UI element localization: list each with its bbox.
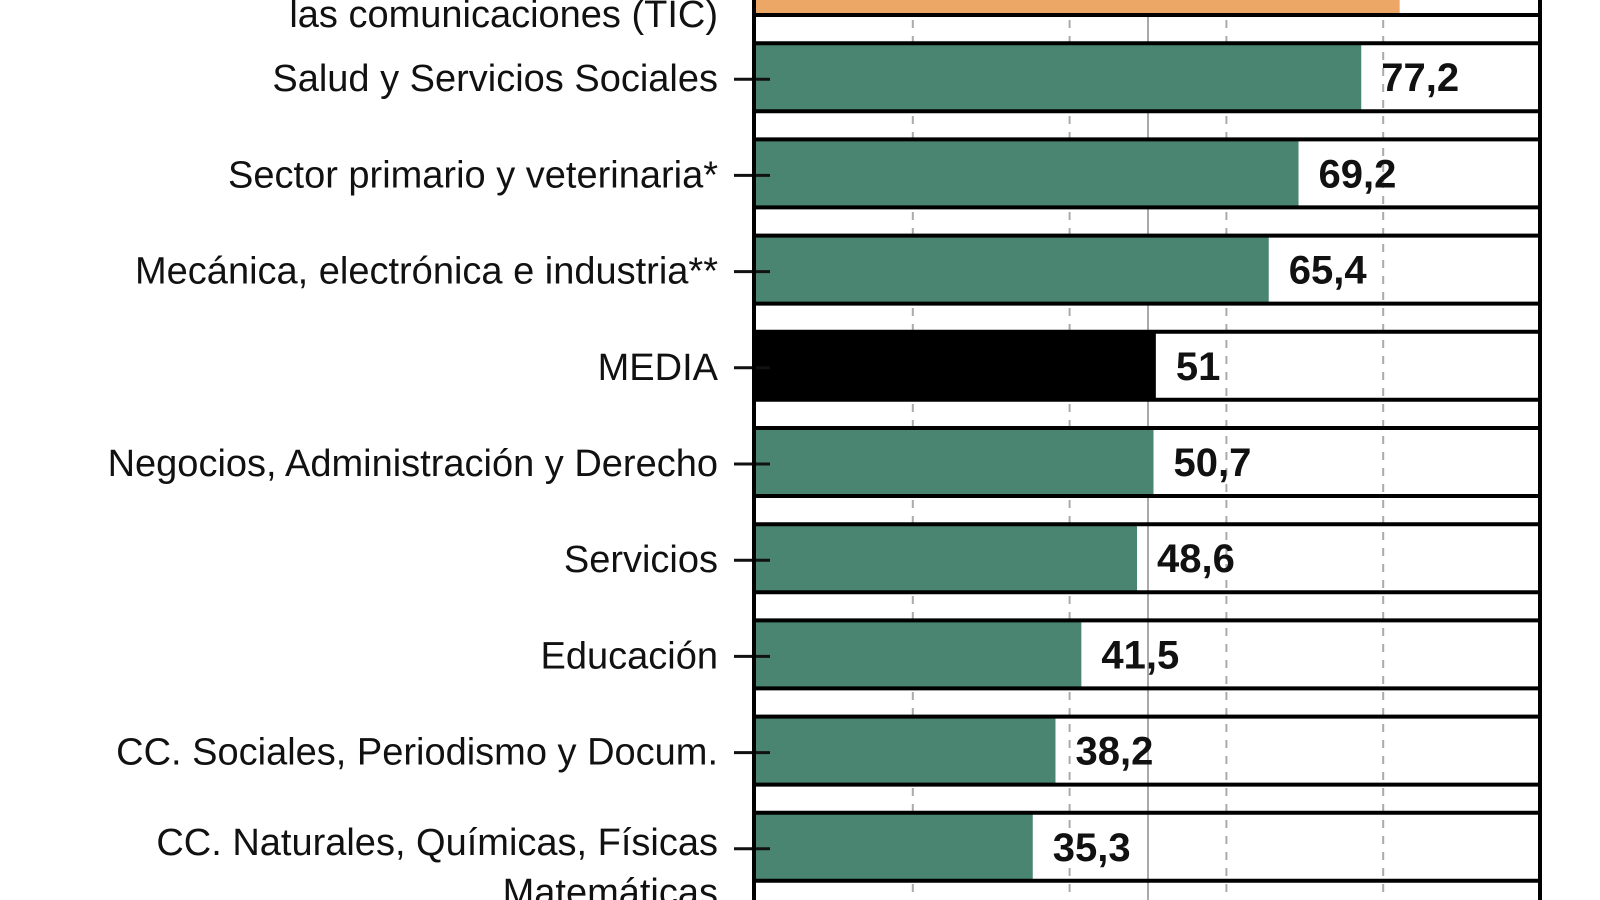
bar — [756, 235, 1269, 304]
category-label-line: CC. Sociales, Periodismo y Docum. — [116, 732, 718, 774]
value-label: 48,6 — [1157, 537, 1235, 581]
value-label: 50,7 — [1173, 441, 1251, 485]
bar — [756, 620, 1082, 689]
category-label-line: MEDIA — [598, 347, 719, 389]
bar — [756, 428, 1154, 496]
bar — [756, 331, 1156, 400]
category-label: CC. Sociales, Periodismo y Docum. — [116, 732, 718, 774]
category-label-line: Negocios, Administración y Derecho — [108, 443, 718, 485]
value-label: 41,5 — [1101, 633, 1179, 677]
bar — [756, 812, 1033, 881]
category-label: las comunicaciones (TIC) — [289, 0, 718, 36]
category-label-line: Servicios — [564, 539, 718, 581]
category-label: Educación — [541, 635, 718, 677]
category-label: MEDIA — [598, 347, 719, 389]
category-label: Negocios, Administración y Derecho — [108, 443, 718, 485]
category-label-line: CC. Naturales, Químicas, Físicas — [156, 822, 718, 864]
category-label-line: Matemáticas — [503, 872, 718, 900]
category-label-line: las comunicaciones (TIC) — [289, 0, 718, 36]
category-label: CC. Naturales, Químicas, Físicas Matemáti… — [156, 822, 718, 900]
value-label: 51 — [1176, 345, 1221, 389]
bar — [756, 716, 1056, 785]
value-label: 69,2 — [1319, 152, 1397, 196]
category-label: Servicios — [564, 539, 718, 581]
value-label: 77,2 — [1381, 56, 1459, 100]
value-label: 65,4 — [1289, 249, 1368, 293]
category-label: Mecánica, electrónica e industria** — [135, 251, 718, 293]
bar — [756, 0, 1400, 15]
category-label: Sector primario y veterinaria* — [228, 154, 718, 196]
value-label: 35,3 — [1053, 826, 1131, 870]
bar — [756, 43, 1362, 112]
category-label-line: Salud y Servicios Sociales — [272, 58, 718, 100]
category-label-line: Sector primario y veterinaria* — [228, 154, 718, 196]
category-label-line: Mecánica, electrónica e industria** — [135, 251, 718, 293]
bar — [756, 139, 1299, 208]
category-label: Salud y Servicios Sociales — [272, 58, 718, 100]
value-label: 38,2 — [1075, 730, 1153, 774]
category-label-line: Educación — [541, 635, 718, 677]
bar — [756, 524, 1138, 593]
